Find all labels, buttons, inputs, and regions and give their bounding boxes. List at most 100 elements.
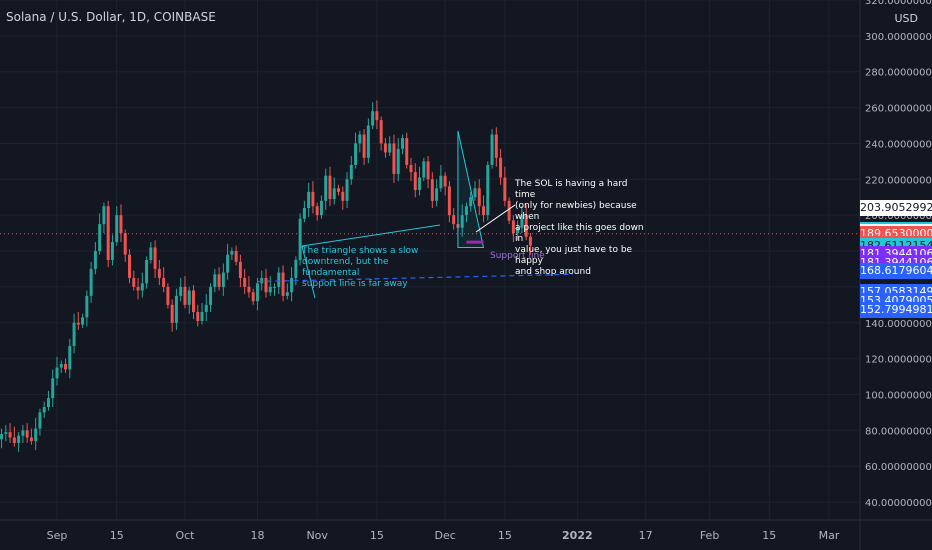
candle-body: [145, 260, 149, 284]
sol-annotation[interactable]: The SOL is having a hard time (only for …: [515, 179, 644, 277]
candle-body: [464, 206, 468, 216]
candle-body: [264, 277, 268, 293]
candle-body: [226, 254, 230, 273]
candle-body: [516, 227, 520, 234]
candle-body: [85, 295, 89, 318]
candle-body: [396, 148, 400, 174]
sol-callout-leader: [475, 204, 516, 233]
candle-body: [106, 206, 110, 260]
currency-label: USD: [894, 12, 918, 25]
candle-body: [486, 164, 490, 216]
candle-body: [409, 164, 413, 173]
price-tag: 203.90529926: [860, 200, 932, 217]
x-tick-label: Nov: [306, 529, 328, 542]
candle-body: [460, 215, 464, 228]
candle-body: [59, 364, 63, 368]
x-tick-label: 15: [762, 529, 776, 542]
candle-body: [349, 164, 353, 180]
candle-body: [511, 220, 515, 234]
candle-body: [136, 286, 140, 291]
candle-body: [119, 215, 123, 234]
candle-body: [362, 134, 366, 158]
candle-body: [140, 283, 144, 291]
triangle-callout-leader: [301, 245, 316, 299]
x-tick-label: 15: [110, 529, 124, 542]
candle-body: [315, 206, 319, 216]
y-tick-label: 40.00000000: [865, 498, 932, 509]
x-tick-label: 2022: [562, 529, 593, 542]
candle-body: [55, 367, 59, 379]
candle-body: [234, 251, 238, 262]
candle-body: [507, 200, 511, 221]
candle-body: [379, 120, 383, 144]
candle-body: [294, 260, 298, 278]
candle-body: [337, 188, 340, 192]
candle-body: [366, 125, 370, 158]
candle-body: [174, 295, 178, 323]
candle-body: [42, 407, 46, 413]
candle-body: [29, 437, 33, 442]
candle-body: [413, 172, 417, 191]
y-tick-label: 260.00000000: [865, 104, 932, 115]
candle-body: [400, 138, 404, 149]
candle-body: [469, 197, 473, 207]
candle-body: [477, 188, 481, 207]
candle-body: [115, 215, 119, 243]
candle-body: [371, 111, 375, 126]
candle-body: [4, 432, 8, 434]
candle-body: [93, 251, 97, 269]
candle-body: [247, 286, 251, 293]
candle-body: [503, 177, 507, 201]
candle-body: [213, 274, 217, 287]
candle-body: [64, 364, 68, 370]
candle-body: [12, 437, 16, 443]
support-line-label[interactable]: Support line: [490, 251, 545, 261]
support-dashed-line: [257, 273, 574, 283]
candle-body: [426, 161, 430, 180]
candle-body: [358, 134, 362, 144]
triangle-pattern: [457, 130, 485, 248]
candle-body: [405, 138, 409, 165]
candle-body: [447, 186, 451, 216]
candle-body: [153, 247, 157, 269]
candle-body: [255, 283, 259, 302]
y-tick-label: 320.00000000: [865, 0, 932, 7]
candle-body: [162, 277, 166, 287]
candle-body: [196, 312, 200, 321]
y-tick-label: 300.00000000: [865, 32, 932, 43]
y-tick-label: 200.00000000: [865, 211, 932, 222]
x-tick-label: Mar: [819, 529, 840, 542]
candle-body: [102, 206, 106, 225]
candle-body: [110, 242, 114, 260]
candle-body: [76, 322, 80, 325]
candle-body: [524, 215, 528, 237]
candle-body: [388, 143, 392, 153]
candle-body: [46, 398, 50, 408]
candle-body: [251, 292, 255, 302]
candle-body: [34, 428, 38, 442]
y-tick-label: 220.00000000: [865, 175, 932, 186]
candle-body: [435, 188, 439, 201]
candle-body: [157, 268, 161, 278]
chart-title: Solana / U.S. Dollar, 1D, COINBASE: [6, 10, 216, 24]
candle-body: [422, 161, 426, 178]
candle-body: [473, 188, 477, 198]
candle-body: [490, 134, 494, 165]
candle-body: [499, 157, 503, 178]
candle-body: [418, 177, 422, 191]
candle-body: [443, 175, 447, 187]
candle-body: [230, 251, 234, 255]
candle-body: [341, 191, 345, 201]
candle-body: [89, 268, 93, 296]
candle-body: [166, 286, 170, 305]
candle-body: [38, 412, 42, 429]
x-tick-label: 17: [639, 529, 653, 542]
price-tag: 152.79949816: [860, 301, 932, 318]
y-tick-label: 60.00000000: [865, 462, 932, 473]
triangle-annotation[interactable]: The triangle shows a slow downtrend, but…: [302, 246, 419, 289]
candle-body: [132, 277, 136, 287]
candle-body: [217, 274, 221, 287]
candle-body: [68, 346, 72, 370]
candle-body: [439, 175, 443, 189]
